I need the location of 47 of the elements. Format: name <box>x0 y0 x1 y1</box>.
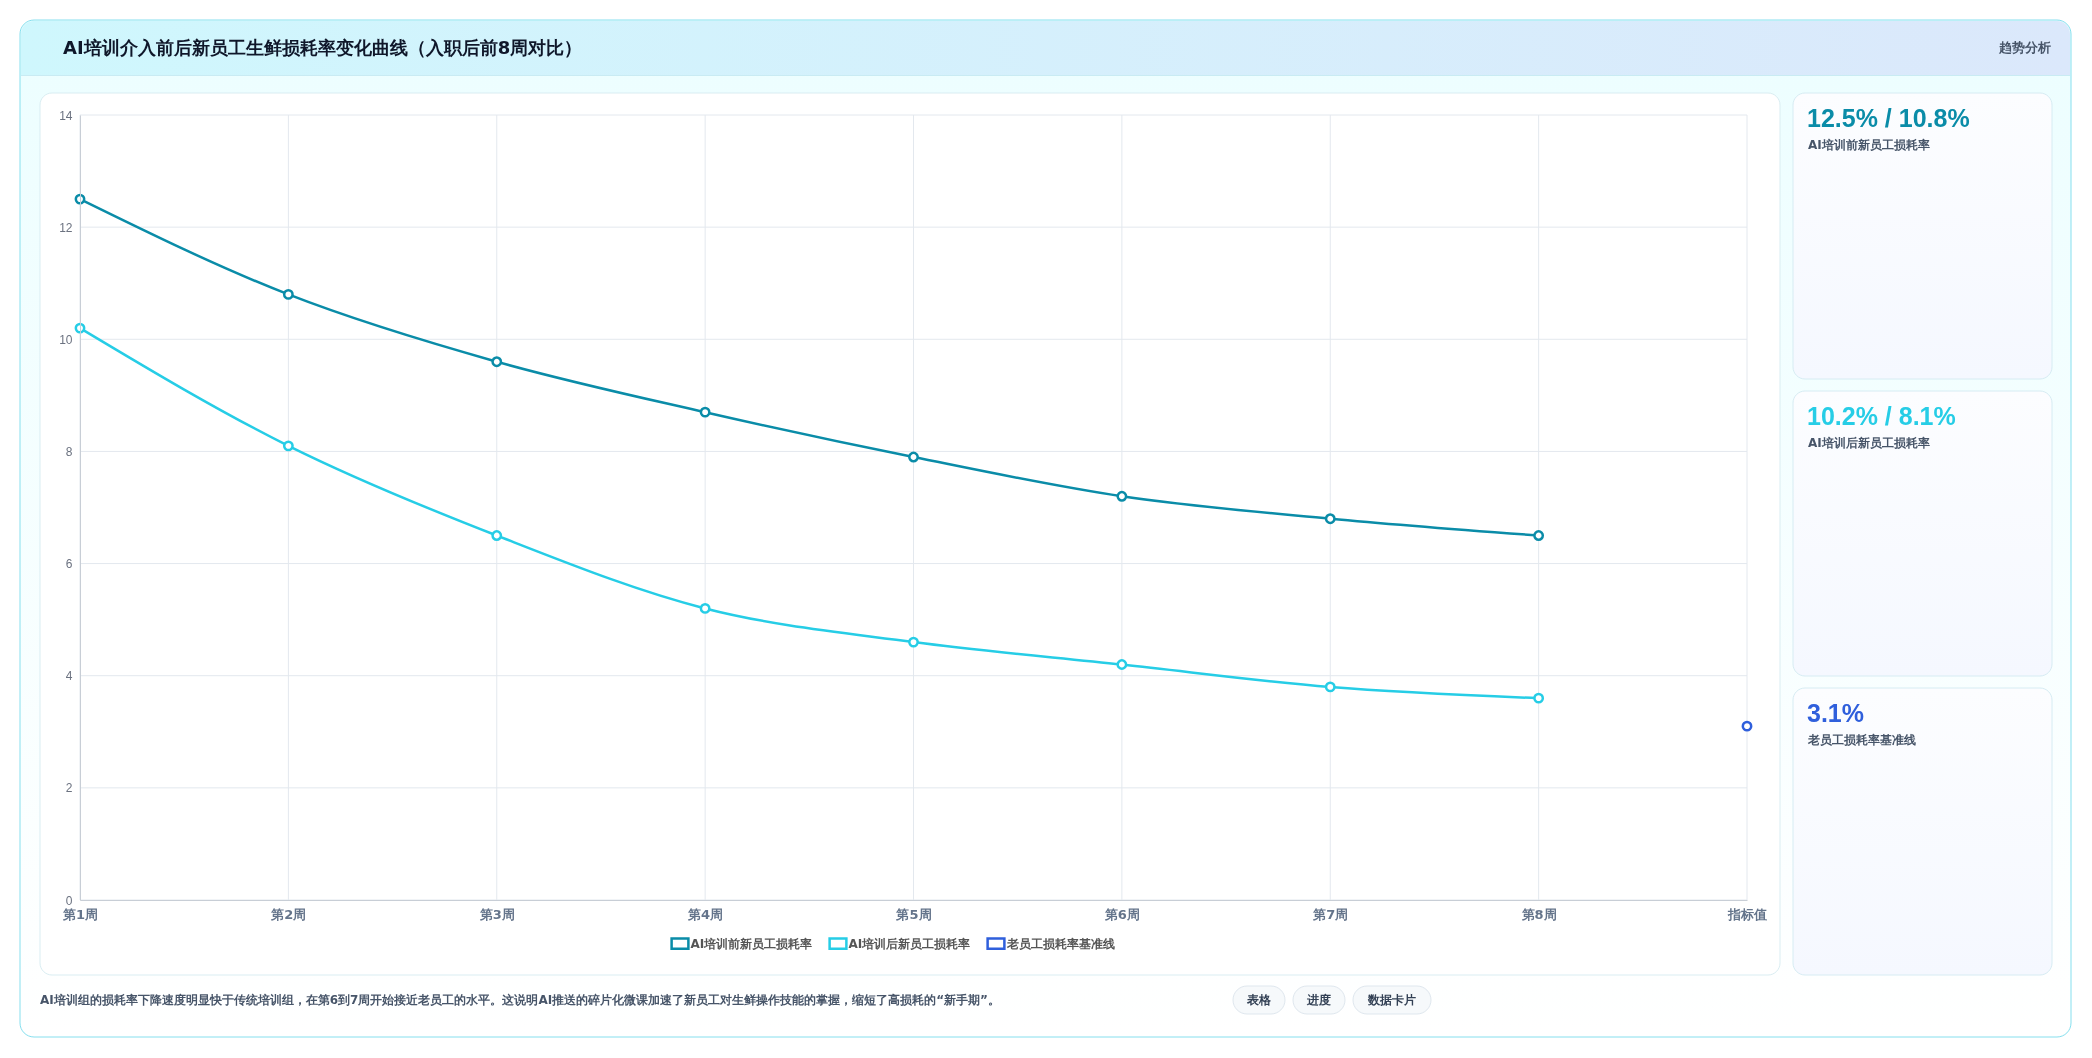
legend-label: AI培训后新员工损耗率 <box>848 936 971 951</box>
x-tick-label: 第5周 <box>895 906 932 922</box>
x-tick-label: 指标值 <box>1727 906 1767 922</box>
point <box>699 603 711 614</box>
y-tick-label: 4 <box>65 669 73 684</box>
text: AI培训组的损耗率下降速度明显快于传统培训组，在第6到7周开始接近老员工的水平。这说明AI推送的碎片化微课加速了新员工对生鲜操作技能的掌握，缩短了高损耗的“新手期”。 <box>40 993 1000 1007</box>
point <box>1116 659 1128 670</box>
x-tick-label: 第4周 <box>687 906 724 922</box>
point <box>908 636 919 648</box>
text: AI培训前新员工损耗率 <box>1808 138 1930 152</box>
y-tick-label: 12 <box>59 220 73 235</box>
point <box>491 530 503 541</box>
legend-label: 老员工损耗率基准线 <box>1005 936 1115 951</box>
point <box>1533 530 1545 541</box>
y-tick-label: 0 <box>65 893 73 908</box>
text: AI培训后新员工损耗率 <box>1808 436 1930 450</box>
x-tick-label: 第8周 <box>1520 906 1557 922</box>
x-tick-label: 第6周 <box>1103 906 1140 922</box>
text: 12.5% / 10.8% <box>1807 104 1970 132</box>
point <box>1324 681 1336 693</box>
point <box>1324 513 1336 525</box>
y-tick-label: 8 <box>65 444 73 459</box>
point <box>491 356 503 368</box>
point <box>1533 692 1545 704</box>
chart-title: AI培训介入前后新员工生鲜损耗率变化曲线（入职后前8周对比） <box>63 37 583 58</box>
point <box>282 289 294 300</box>
point <box>282 440 294 452</box>
x-tick-label: 第7周 <box>1312 906 1349 922</box>
text: 3.1% <box>1807 699 1864 727</box>
text: 数据卡片 <box>1367 993 1416 1007</box>
text: 10.2% / 8.1% <box>1807 402 1956 430</box>
point <box>1741 720 1753 732</box>
text: 趋势分析 <box>1998 40 2051 55</box>
x-tick-label: 第1周 <box>61 906 99 922</box>
x-tick-label: 第3周 <box>478 906 515 922</box>
y-tick-label: 2 <box>65 781 73 796</box>
point <box>908 451 919 463</box>
text: 老员工损耗率基准线 <box>1807 733 1916 747</box>
y-tick-label: 10 <box>59 332 73 347</box>
text: 表格 <box>1246 993 1272 1007</box>
text: 进度 <box>1306 993 1331 1007</box>
point <box>699 406 711 418</box>
legend-label: AI培训前新员工损耗率 <box>690 936 813 951</box>
point <box>1116 490 1128 502</box>
x-tick-label: 第2周 <box>270 906 307 922</box>
y-tick-label: 14 <box>59 108 73 123</box>
y-tick-label: 6 <box>65 557 73 572</box>
